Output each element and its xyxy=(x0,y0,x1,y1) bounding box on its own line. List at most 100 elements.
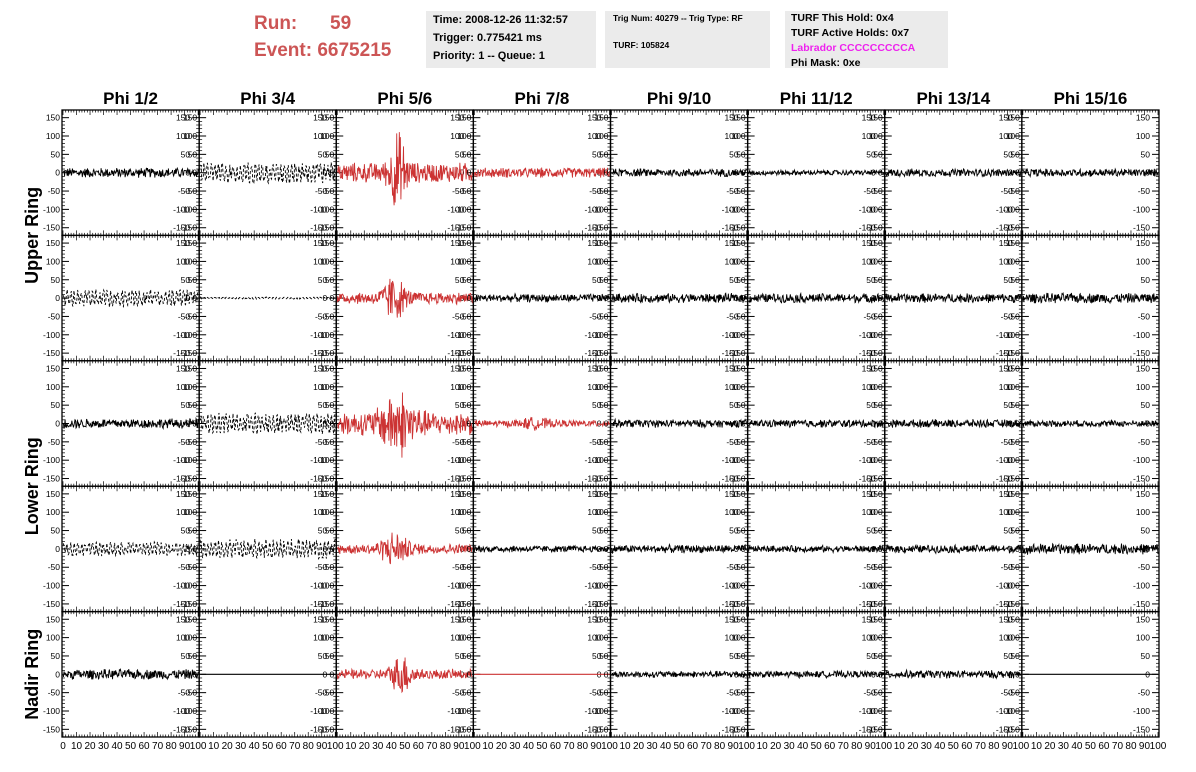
y-tick-label-right: -150 xyxy=(447,599,464,609)
y-tick-label-left: -100 xyxy=(180,330,197,340)
y-tick-label-right: 100 xyxy=(999,382,1013,392)
y-tick-label-left: -150 xyxy=(180,223,197,233)
y-tick-label-right: 50 xyxy=(1141,275,1151,285)
y-tick-label-left: -100 xyxy=(454,455,471,465)
y-tick-label-right: -50 xyxy=(726,437,739,447)
y-tick-label-right: 50 xyxy=(455,526,465,536)
y-tick-label-right: -100 xyxy=(447,455,464,465)
y-tick-label-left: 50 xyxy=(873,400,883,410)
y-tick-label-left: 150 xyxy=(1006,238,1020,248)
y-tick-label-right: 50 xyxy=(318,400,328,410)
y-tick-label-left: -150 xyxy=(591,223,608,233)
y-tick-label-right: -100 xyxy=(584,204,601,214)
y-tick-label-right: 150 xyxy=(450,363,464,373)
y-tick-label-left: -100 xyxy=(454,204,471,214)
y-tick-label-left: 100 xyxy=(731,382,745,392)
y-tick-label-left: 100 xyxy=(869,131,883,141)
y-tick-label-left: -100 xyxy=(591,330,608,340)
y-tick-label-left: -50 xyxy=(185,186,198,196)
y-tick-label-right: -150 xyxy=(859,348,876,358)
y-tick-label-right: 100 xyxy=(587,256,601,266)
waveform-trace xyxy=(748,168,885,177)
waveform-trace xyxy=(748,291,885,304)
y-tick-label-left: 50 xyxy=(599,275,609,285)
y-tick-label-left: -150 xyxy=(317,348,334,358)
y-tick-label-right: -100 xyxy=(173,330,190,340)
waveform-trace xyxy=(885,418,1022,429)
y-tick-label-left: -50 xyxy=(870,311,883,321)
y-tick-label-right: 100 xyxy=(862,256,876,266)
y-tick-label-right: 150 xyxy=(999,113,1013,123)
y-tick-label-right: -100 xyxy=(996,455,1013,465)
y-tick-label-left: -100 xyxy=(317,330,334,340)
y-tick-label-right: 50 xyxy=(1003,149,1013,159)
y-tick-label-left: 0 xyxy=(330,419,335,429)
y-tick-label-left: -150 xyxy=(43,474,60,484)
y-tick-label-right: 50 xyxy=(592,400,602,410)
y-tick-label-right: 50 xyxy=(592,275,602,285)
y-tick-label-right: -150 xyxy=(310,348,327,358)
column-title: Phi 9/10 xyxy=(647,89,711,108)
y-tick-label-left: -150 xyxy=(43,223,60,233)
y-tick-label-right: -100 xyxy=(310,330,327,340)
trigger-info-box: Trig Num: 40279 -- Trig Type: RF TURF: 1… xyxy=(605,11,770,68)
y-tick-label-left: -50 xyxy=(185,437,198,447)
y-tick-label-left: -100 xyxy=(591,455,608,465)
turf-info-box: TURF This Hold: 0x4 TURF Active Holds: 0… xyxy=(785,11,948,69)
event-label: Event: xyxy=(254,40,313,61)
y-tick-label-left: 0 xyxy=(192,293,197,303)
y-tick-label-left: 0 xyxy=(878,419,883,429)
turf-active-holds-text: TURF Active Holds: 0x7 xyxy=(791,27,910,39)
y-tick-label-right: 150 xyxy=(587,363,601,373)
y-tick-label-right: 50 xyxy=(592,526,602,536)
y-tick-label-left: 0 xyxy=(330,168,335,178)
y-tick-label-right: 150 xyxy=(450,489,464,499)
y-tick-label-left: 150 xyxy=(869,238,883,248)
event-header: Run: 59 Event: 6675215 Time: 2008-12-26 1… xyxy=(0,0,1196,80)
y-tick-label-right: -150 xyxy=(1133,223,1150,233)
y-tick-label-left: -100 xyxy=(317,455,334,465)
y-tick-label-right: -150 xyxy=(447,348,464,358)
y-tick-label-left: 0 xyxy=(741,419,746,429)
y-tick-label-left: 50 xyxy=(1010,400,1020,410)
y-tick-label-right: 50 xyxy=(866,149,876,159)
trigger-text: Trigger: 0.775421 ms xyxy=(433,32,542,44)
y-tick-label-left: 50 xyxy=(188,526,198,536)
y-tick-label-right: -150 xyxy=(173,474,190,484)
y-tick-label-left: 50 xyxy=(51,275,61,285)
y-tick-label-right: -100 xyxy=(722,455,739,465)
y-tick-label-left: -50 xyxy=(870,186,883,196)
y-tick-label-left: 150 xyxy=(183,489,197,499)
y-tick-label-right: 150 xyxy=(587,489,601,499)
y-tick-label-right: 100 xyxy=(724,382,738,392)
y-tick-label-left: 100 xyxy=(457,507,471,517)
y-tick-label-right: 50 xyxy=(592,149,602,159)
y-tick-label-left: -150 xyxy=(43,599,60,609)
y-tick-label-left: 0 xyxy=(192,168,197,178)
y-tick-label-left: -100 xyxy=(180,204,197,214)
waveform-trace xyxy=(336,132,473,206)
y-tick-label-right: -100 xyxy=(584,581,601,591)
event-value: 6675215 xyxy=(317,40,392,61)
y-tick-label-left: -100 xyxy=(454,581,471,591)
y-tick-label-right: -100 xyxy=(1133,204,1150,214)
y-tick-label-left: -50 xyxy=(1008,437,1021,447)
turf-text: TURF: 105824 xyxy=(613,40,670,50)
y-tick-label-left: 100 xyxy=(46,382,60,392)
waveform-trace xyxy=(748,418,885,429)
y-tick-label-right: 150 xyxy=(176,489,190,499)
y-tick-label-right: -150 xyxy=(1133,348,1150,358)
y-tick-label-left: -100 xyxy=(43,330,60,340)
y-tick-label-left: 0 xyxy=(467,293,472,303)
y-tick-label-right: -100 xyxy=(859,455,876,465)
y-tick-label-right: 150 xyxy=(450,113,464,123)
y-tick-label-right: 50 xyxy=(1003,400,1013,410)
y-tick-label-left: -50 xyxy=(596,186,609,196)
y-tick-label-left: 50 xyxy=(188,275,198,285)
y-tick-label-left: 100 xyxy=(46,507,60,517)
y-tick-label-right: -50 xyxy=(863,311,876,321)
y-tick-label-left: 50 xyxy=(325,400,335,410)
y-tick-label-right: -50 xyxy=(178,437,191,447)
y-tick-label-left: 150 xyxy=(457,238,471,248)
y-tick-label-left: -150 xyxy=(454,474,471,484)
